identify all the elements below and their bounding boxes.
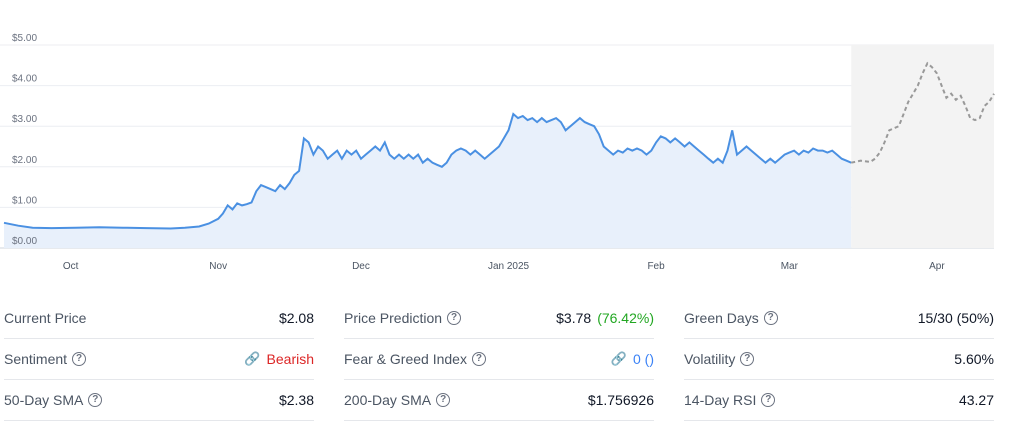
stat-label: 14-Day RSI?	[684, 392, 776, 408]
y-tick-label: $3.00	[12, 114, 37, 125]
stat-fear-greed-index: Fear & Greed Index? 🔗 0 ()	[344, 339, 654, 380]
y-tick-label: $4.00	[12, 74, 37, 85]
stat-label: Current Price	[4, 310, 87, 326]
stat-value: 🔗 0 ()	[610, 351, 654, 367]
stat-price-prediction: Price Prediction? $3.78 (76.42%)	[344, 298, 654, 339]
stat-value: $2.08	[278, 310, 314, 326]
y-tick-label: $5.00	[12, 33, 37, 44]
stats-column-3: Green Days? 15/30 (50%) Volatility? 5.60…	[684, 298, 994, 421]
stat-label: Fear & Greed Index?	[344, 351, 486, 367]
question-circle-icon[interactable]: ?	[88, 393, 103, 407]
x-axis-ticks: Oct Nov Dec Jan 2025 Feb Mar Apr	[63, 261, 945, 272]
x-tick-label: Dec	[352, 261, 370, 272]
stats-column-2: Price Prediction? $3.78 (76.42%) Fear & G…	[344, 298, 654, 421]
history-line	[3, 112, 852, 230]
stat-label: Volatility?	[684, 351, 755, 367]
stat-volatility: Volatility? 5.60%	[684, 339, 994, 380]
question-circle-icon[interactable]: ?	[72, 352, 87, 366]
link-icon[interactable]: 🔗	[610, 351, 627, 366]
forecast-line	[850, 61, 995, 164]
stat-value: 5.60%	[954, 351, 994, 367]
x-tick-label: Nov	[209, 261, 227, 272]
price-chart: $0.00 $1.00 $2.00 $3.00 $4.00 $5.00 Oct Nov Dec…	[0, 33, 995, 272]
prediction-change: (76.42%)	[597, 310, 654, 326]
question-circle-icon[interactable]: ?	[763, 311, 778, 325]
x-tick-label: Apr	[929, 261, 945, 272]
stat-value: 43.27	[958, 392, 994, 408]
stat-label: 50-Day SMA?	[4, 392, 103, 408]
stat-50-day-sma: 50-Day SMA? $2.38	[4, 380, 314, 421]
stat-200-day-sma: 200-Day SMA? $1.756926	[344, 380, 654, 421]
stat-label: Price Prediction?	[344, 310, 462, 326]
x-tick-label: Feb	[647, 261, 665, 272]
question-circle-icon[interactable]: ?	[740, 352, 755, 366]
stat-value: $1.756926	[587, 392, 654, 408]
y-axis-ticks: $0.00 $1.00 $2.00 $3.00 $4.00 $5.00	[12, 33, 37, 247]
stat-value: $2.38	[278, 392, 314, 408]
stat-sentiment: Sentiment? 🔗 Bearish	[4, 339, 314, 380]
stat-label: Green Days?	[684, 310, 778, 326]
stats-column-1: Current Price $2.08 Sentiment? 🔗 Bearish …	[4, 298, 314, 421]
y-tick-label: $2.00	[12, 155, 37, 166]
link-icon[interactable]: 🔗	[244, 351, 261, 366]
forecast-area	[851, 45, 994, 248]
question-circle-icon[interactable]: ?	[436, 393, 451, 407]
stat-current-price: Current Price $2.08	[4, 298, 314, 339]
stat-green-days: Green Days? 15/30 (50%)	[684, 298, 994, 339]
stat-14-day-rsi: 14-Day RSI? 43.27	[684, 380, 994, 421]
y-tick-label: $1.00	[12, 195, 37, 206]
x-tick-label: Jan 2025	[488, 261, 530, 272]
stat-label: 200-Day SMA?	[344, 392, 451, 408]
question-circle-icon[interactable]: ?	[761, 393, 776, 407]
stats-table: Current Price $2.08 Sentiment? 🔗 Bearish …	[4, 298, 994, 421]
stat-value: 🔗 Bearish	[244, 351, 314, 367]
stat-value: $3.78 (76.42%)	[556, 310, 654, 326]
question-circle-icon[interactable]: ?	[447, 311, 462, 325]
question-circle-icon[interactable]: ?	[471, 352, 486, 366]
x-tick-label: Oct	[63, 261, 79, 272]
y-tick-label: $0.00	[12, 236, 37, 247]
x-tick-label: Mar	[781, 261, 799, 272]
stat-value: 15/30 (50%)	[917, 310, 994, 326]
history-area	[4, 114, 852, 248]
stat-label: Sentiment?	[4, 351, 87, 367]
